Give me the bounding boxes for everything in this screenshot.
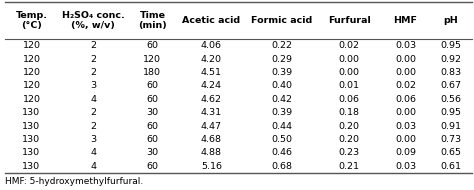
Text: 0.00: 0.00 — [395, 108, 416, 117]
Text: 60: 60 — [146, 41, 158, 50]
Text: 4.88: 4.88 — [201, 148, 222, 157]
Text: 4: 4 — [91, 162, 96, 171]
Text: 4.68: 4.68 — [201, 135, 222, 144]
Text: 0.00: 0.00 — [339, 55, 360, 63]
Text: 0.01: 0.01 — [339, 81, 360, 90]
Text: 30: 30 — [146, 148, 158, 157]
Text: 4.24: 4.24 — [201, 81, 222, 90]
Text: 60: 60 — [146, 81, 158, 90]
Text: Acetic acid: Acetic acid — [182, 16, 240, 25]
Text: 130: 130 — [22, 122, 40, 131]
Text: 4: 4 — [91, 148, 96, 157]
Text: pH: pH — [443, 16, 458, 25]
Text: 0.61: 0.61 — [440, 162, 461, 171]
Text: 120: 120 — [144, 55, 162, 63]
Text: 0.23: 0.23 — [339, 148, 360, 157]
Text: 120: 120 — [22, 41, 40, 50]
Text: 0.06: 0.06 — [339, 95, 360, 104]
Text: 60: 60 — [146, 135, 158, 144]
Text: 0.50: 0.50 — [271, 135, 292, 144]
Text: 60: 60 — [146, 122, 158, 131]
Text: 130: 130 — [22, 135, 40, 144]
Text: 60: 60 — [146, 162, 158, 171]
Text: 0.03: 0.03 — [395, 41, 416, 50]
Text: 0.06: 0.06 — [395, 95, 416, 104]
Text: 0.00: 0.00 — [395, 68, 416, 77]
Text: 3: 3 — [90, 81, 96, 90]
Text: 0.21: 0.21 — [339, 162, 360, 171]
Text: 60: 60 — [146, 95, 158, 104]
Text: HMF: HMF — [393, 16, 418, 25]
Text: 4.62: 4.62 — [201, 95, 222, 104]
Text: 130: 130 — [22, 148, 40, 157]
Text: 120: 120 — [22, 95, 40, 104]
Text: 0.03: 0.03 — [395, 122, 416, 131]
Text: 2: 2 — [91, 108, 96, 117]
Text: 0.39: 0.39 — [271, 108, 292, 117]
Text: Furfural: Furfural — [328, 16, 371, 25]
Text: 0.92: 0.92 — [440, 55, 461, 63]
Text: 4.06: 4.06 — [201, 41, 222, 50]
Text: 120: 120 — [22, 68, 40, 77]
Text: 0.44: 0.44 — [271, 122, 292, 131]
Text: 0.40: 0.40 — [271, 81, 292, 90]
Text: 0.00: 0.00 — [395, 135, 416, 144]
Text: 0.29: 0.29 — [271, 55, 292, 63]
Text: 130: 130 — [22, 108, 40, 117]
Text: 4.51: 4.51 — [201, 68, 222, 77]
Text: 3: 3 — [90, 135, 96, 144]
Text: 0.73: 0.73 — [440, 135, 461, 144]
Text: 4.31: 4.31 — [201, 108, 222, 117]
Text: 120: 120 — [22, 55, 40, 63]
Text: 4.20: 4.20 — [201, 55, 222, 63]
Text: 120: 120 — [22, 81, 40, 90]
Text: 0.67: 0.67 — [440, 81, 461, 90]
Text: 0.46: 0.46 — [271, 148, 292, 157]
Text: 0.00: 0.00 — [395, 55, 416, 63]
Text: 4.47: 4.47 — [201, 122, 222, 131]
Text: 180: 180 — [144, 68, 162, 77]
Text: 4: 4 — [91, 95, 96, 104]
Text: 0.09: 0.09 — [395, 148, 416, 157]
Text: 0.03: 0.03 — [395, 162, 416, 171]
Text: 0.56: 0.56 — [440, 95, 461, 104]
Text: 0.18: 0.18 — [339, 108, 360, 117]
Text: Formic acid: Formic acid — [251, 16, 312, 25]
Text: 30: 30 — [146, 108, 158, 117]
Text: 0.95: 0.95 — [440, 41, 461, 50]
Text: 0.02: 0.02 — [339, 41, 360, 50]
Text: 0.83: 0.83 — [440, 68, 461, 77]
Text: 0.95: 0.95 — [440, 108, 461, 117]
Text: 0.42: 0.42 — [271, 95, 292, 104]
Text: Time
(min): Time (min) — [138, 11, 167, 30]
Text: 2: 2 — [91, 55, 96, 63]
Text: 0.20: 0.20 — [339, 135, 360, 144]
Text: 2: 2 — [91, 41, 96, 50]
Text: HMF: 5-hydroxymethylfurfural.: HMF: 5-hydroxymethylfurfural. — [5, 177, 143, 186]
Text: 0.91: 0.91 — [440, 122, 461, 131]
Text: 2: 2 — [91, 122, 96, 131]
Text: 0.68: 0.68 — [271, 162, 292, 171]
Text: Temp.
(°C): Temp. (°C) — [16, 11, 47, 30]
Text: 5.16: 5.16 — [201, 162, 222, 171]
Text: 0.20: 0.20 — [339, 122, 360, 131]
Text: 0.65: 0.65 — [440, 148, 461, 157]
Text: 0.39: 0.39 — [271, 68, 292, 77]
Text: 2: 2 — [91, 68, 96, 77]
Text: H₂SO₄ conc.
(%, w/v): H₂SO₄ conc. (%, w/v) — [62, 11, 125, 30]
Text: 130: 130 — [22, 162, 40, 171]
Text: 0.02: 0.02 — [395, 81, 416, 90]
Text: 0.00: 0.00 — [339, 68, 360, 77]
Text: 0.22: 0.22 — [271, 41, 292, 50]
